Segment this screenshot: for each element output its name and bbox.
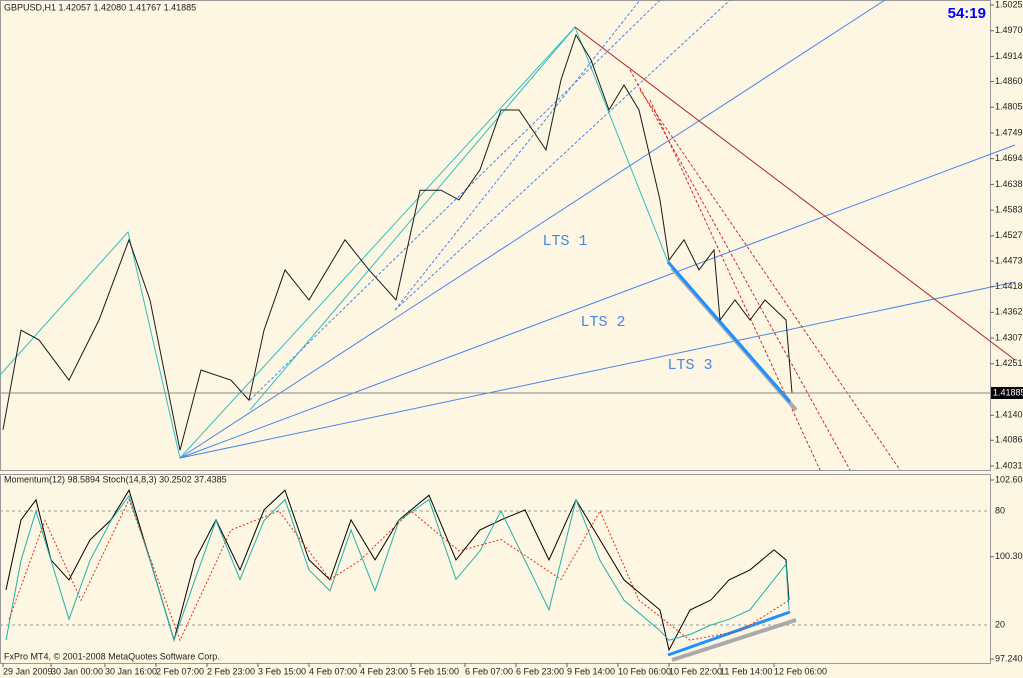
x-tick-label: 29 Jan 2009 <box>3 666 53 676</box>
trend-tools <box>0 0 1016 662</box>
annotation: LTS 2 <box>580 314 625 331</box>
x-tick-label: 10 Feb 22:00 <box>669 666 722 676</box>
y-tick-label: 80 <box>995 505 1005 515</box>
x-tick-label: 5 Feb 15:00 <box>411 666 459 676</box>
indicator-header: Momentum(12) 98.5894 Stoch(14,8,3) 30.25… <box>4 474 227 484</box>
y-tick-label: 1.40865 <box>995 435 1023 445</box>
x-tick-label: 4 Feb 23:00 <box>360 666 408 676</box>
y2-tick-label: 97.2402 <box>995 653 1023 663</box>
y-tick-label: 20 <box>995 619 1005 629</box>
y-tick-label: 1.42515 <box>995 358 1023 368</box>
x-tick-label: 3 Feb 15:00 <box>258 666 306 676</box>
annotation: LTS 1 <box>542 233 587 250</box>
x-tick-label: 30 Jan 16:00 <box>105 666 157 676</box>
y-tick-label: 1.45830 <box>995 204 1023 214</box>
series-line <box>5 488 790 652</box>
price-tag <box>991 386 1023 399</box>
y-tick-label: 1.45275 <box>995 230 1023 240</box>
series-line <box>5 494 790 642</box>
annotation: LTS 3 <box>667 357 712 374</box>
x-tick-label: 6 Feb 23:00 <box>516 666 564 676</box>
x-tick-label: 9 Feb 14:00 <box>567 666 615 676</box>
symbol-header: GBPUSD,H1 1.42057 1.42080 1.41767 1.4188… <box>4 2 196 12</box>
series-line <box>8 498 790 642</box>
y-tick-label: 1.46940 <box>995 153 1023 163</box>
copyright: FxPro MT4, © 2001-2008 MetaQuotes Softwa… <box>4 651 220 661</box>
y-tick-label: 1.49145 <box>995 51 1023 61</box>
frames <box>0 0 991 664</box>
x-tick-label: 6 Feb 07:00 <box>465 666 513 676</box>
x-tick-label: 11 Feb 14:00 <box>720 666 772 676</box>
y2-tick-label: 100.3046 <box>995 551 1023 561</box>
y-tick-label: 1.43070 <box>995 332 1023 342</box>
y-tick-label: 1.50255 <box>995 0 1023 9</box>
y-tick-label: 1.40310 <box>995 460 1023 470</box>
x-tick-label: 2 Feb 07:00 <box>156 666 204 676</box>
x-tick-label: 12 Feb 06:00 <box>774 666 827 676</box>
x-tick-label: 2 Feb 23:00 <box>207 666 255 676</box>
x-tick-label: 4 Feb 07:00 <box>309 666 357 676</box>
y-tick-label: 1.46385 <box>995 179 1023 189</box>
y-tick-label: 1.48605 <box>995 76 1023 86</box>
price-label: 1.41885 <box>993 387 1023 397</box>
bar-timer: 54:19 <box>948 5 986 22</box>
y-tick-label: 1.41405 <box>995 410 1023 420</box>
x-tick-label: 30 Jan 00:00 <box>51 666 103 676</box>
y-tick-label: 1.44180 <box>995 281 1023 291</box>
series-line <box>2 33 793 451</box>
y2-tick-label: 102.6049 <box>995 474 1023 484</box>
y-tick-label: 1.47495 <box>995 127 1023 137</box>
y-tick-label: 1.48050 <box>995 102 1023 112</box>
x-tick-label: 10 Feb 06:00 <box>618 666 671 676</box>
y-tick-label: 1.43625 <box>995 307 1023 317</box>
y-tick-label: 1.49700 <box>995 25 1023 35</box>
y-tick-label: 1.44730 <box>995 255 1023 265</box>
